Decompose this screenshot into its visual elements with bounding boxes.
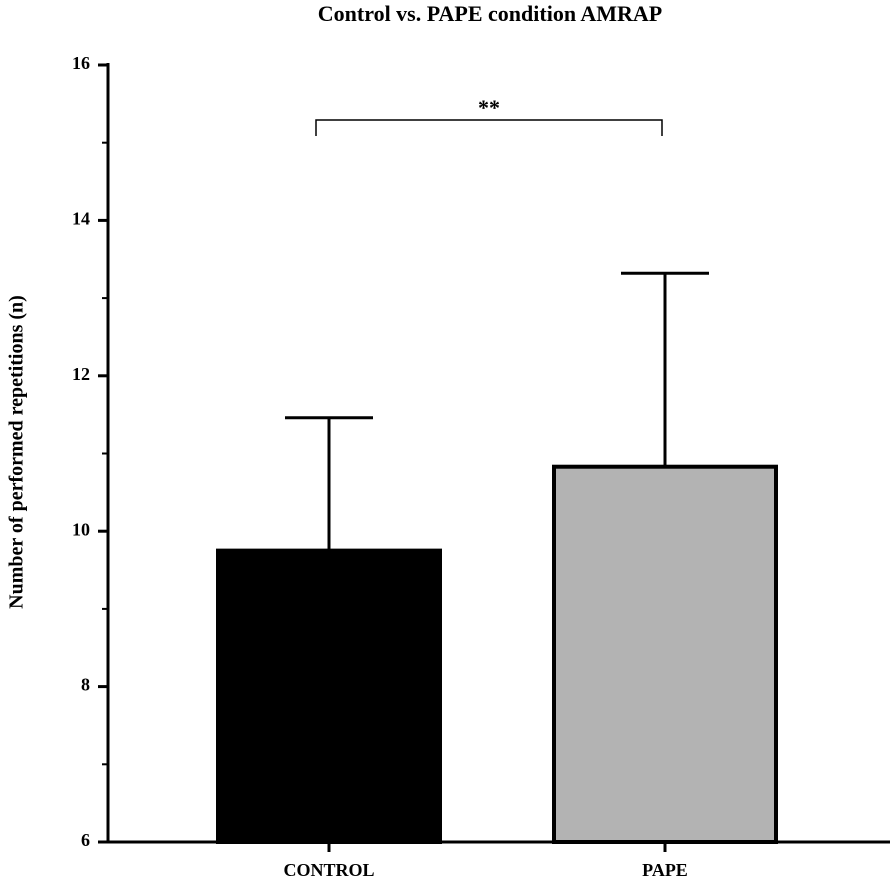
x-tick-label: CONTROL [283, 860, 374, 880]
y-tick-label: 6 [81, 830, 90, 850]
significance-bracket [315, 119, 663, 136]
x-tick-label: PAPE [642, 860, 688, 880]
y-tick-label: 12 [72, 364, 90, 384]
bar [552, 464, 778, 844]
significance-label: ** [478, 95, 500, 120]
y-tick-label: 10 [72, 519, 90, 539]
y-tick-label: 8 [81, 675, 90, 695]
y-tick-label: 14 [72, 209, 90, 229]
chart-title: Control vs. PAPE condition AMRAP [318, 1, 662, 26]
y-tick-label: 16 [72, 53, 90, 73]
bar [216, 548, 442, 844]
y-axis-label: Number of performed repetitions (n) [6, 295, 28, 609]
